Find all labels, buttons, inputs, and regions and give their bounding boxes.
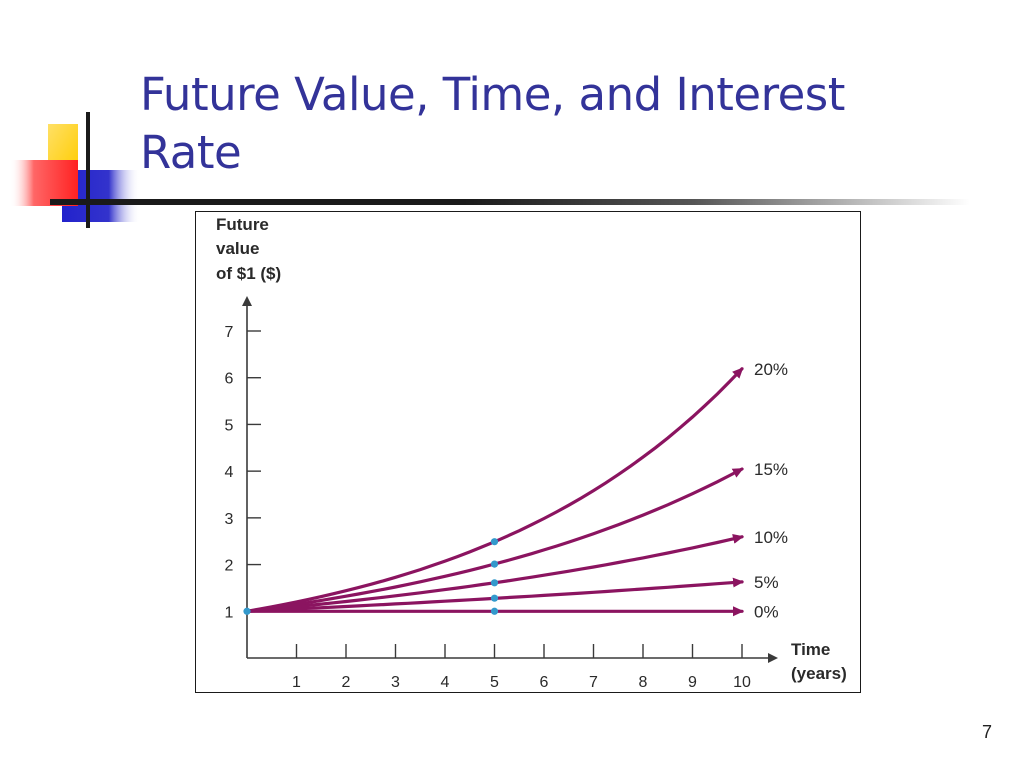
x-tick-label: 7	[589, 674, 598, 691]
x-tick-label: 1	[292, 674, 301, 691]
y-axis-label-line-1: Future	[216, 215, 269, 234]
data-point	[490, 579, 499, 587]
y-tick-label: 5	[225, 417, 234, 434]
x-tick-label: 4	[441, 674, 450, 691]
x-tick-label: 6	[540, 674, 549, 691]
series-label: 5%	[754, 573, 779, 592]
series-label: 0%	[754, 602, 779, 621]
chart-frame: Future value of $1 ($) Time (years) 1 2 3 4…	[195, 211, 861, 693]
x-axis-label-line-1: Time	[791, 640, 831, 659]
x-tick-label: 3	[391, 674, 400, 691]
slide-title: Future Value, Time, and Interest Rate	[140, 68, 845, 179]
y-tick-label: 4	[225, 464, 234, 481]
x-axis-label-line-2: (years)	[791, 664, 847, 683]
y-axis-label-line-2: value	[216, 239, 260, 258]
x-tick-label: 8	[639, 674, 648, 691]
title-underline	[50, 199, 970, 205]
x-tick-label: 5	[490, 674, 499, 691]
data-point	[490, 560, 499, 568]
y-tick-label: 6	[225, 371, 234, 388]
y-tick-label: 3	[225, 511, 234, 528]
x-tick-label: 10	[733, 674, 751, 691]
page-number: 7	[981, 722, 992, 742]
series-label: 20%	[754, 360, 788, 379]
y-axis-label-line-3: of $1 ($)	[216, 264, 282, 283]
data-point	[490, 538, 499, 546]
x-tick-label: 9	[688, 674, 697, 691]
y-tick-label: 7	[225, 324, 234, 341]
data-point	[490, 594, 499, 602]
chart-plot: 1 2 3 4 5 6 7 1 2 3 4 5 6 7 8 9 10 0% 5% 10% 15% 20%	[225, 296, 788, 691]
series-label: 15%	[754, 460, 788, 479]
data-point-origin	[243, 607, 251, 615]
x-tick-label: 2	[342, 674, 351, 691]
series-line	[245, 367, 744, 613]
series-label: 10%	[754, 528, 788, 547]
title-decoration	[10, 112, 140, 228]
data-point	[490, 607, 499, 615]
y-tick-label: 1	[225, 604, 234, 621]
y-tick-label: 2	[225, 558, 234, 575]
deco-red-square	[10, 160, 78, 206]
